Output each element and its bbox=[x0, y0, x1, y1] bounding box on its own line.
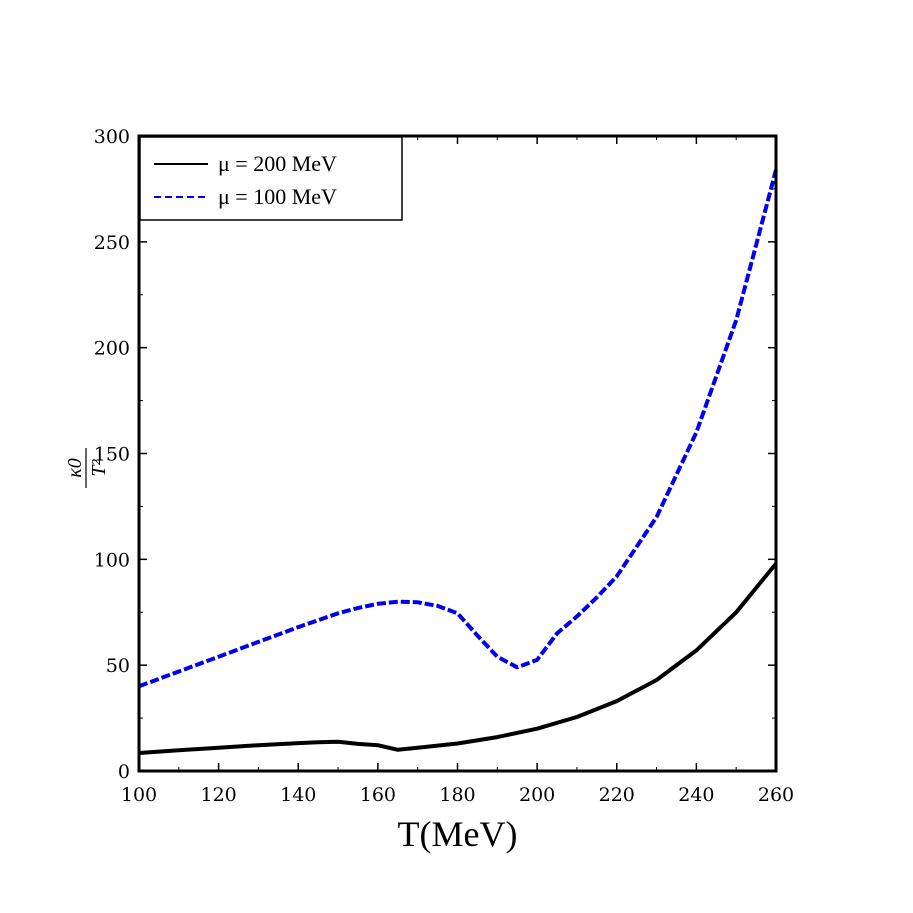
legend-box bbox=[139, 136, 403, 221]
tick-labels: 100 120 140 160 180 200 220 240 260 0 50 100 150 200 2… bbox=[94, 126, 794, 806]
x-tick-label: 160 bbox=[360, 784, 396, 806]
y-axis-title-denominator: T² bbox=[88, 458, 110, 476]
x-tick-label: 100 bbox=[121, 784, 157, 806]
y-axis-title-numerator: κ0 bbox=[64, 458, 86, 478]
x-tick-label: 240 bbox=[678, 784, 714, 806]
y-tick-label: 200 bbox=[94, 338, 130, 360]
y-tick-label: 0 bbox=[118, 761, 130, 783]
x-tick-label: 200 bbox=[519, 784, 555, 806]
plot-frame bbox=[137, 134, 778, 773]
x-tick-label: 120 bbox=[200, 784, 236, 806]
y-tick-label: 150 bbox=[94, 444, 130, 466]
y-tick-label: 100 bbox=[94, 549, 130, 571]
y-tick-label: 50 bbox=[106, 655, 130, 677]
series-line-1 bbox=[138, 169, 778, 689]
x-tick-label: 180 bbox=[439, 784, 475, 806]
series-line-0 bbox=[138, 562, 778, 755]
x-tick-label: 260 bbox=[758, 784, 794, 806]
y-tick-label: 300 bbox=[94, 126, 130, 148]
axis-ticks bbox=[138, 135, 777, 772]
legend: μ = 200 MeV μ = 100 MeV bbox=[139, 136, 403, 221]
series-layer bbox=[138, 169, 778, 755]
y-tick-label: 250 bbox=[94, 232, 130, 254]
legend-label-series-0: μ = 200 MeV bbox=[218, 151, 337, 176]
x-tick-label: 140 bbox=[280, 784, 316, 806]
x-axis-title: T(MeV) bbox=[398, 814, 518, 854]
x-tick-label: 220 bbox=[599, 784, 635, 806]
legend-label-series-1: μ = 100 MeV bbox=[218, 184, 337, 209]
y-axis-title: κ0 T² bbox=[64, 448, 110, 488]
